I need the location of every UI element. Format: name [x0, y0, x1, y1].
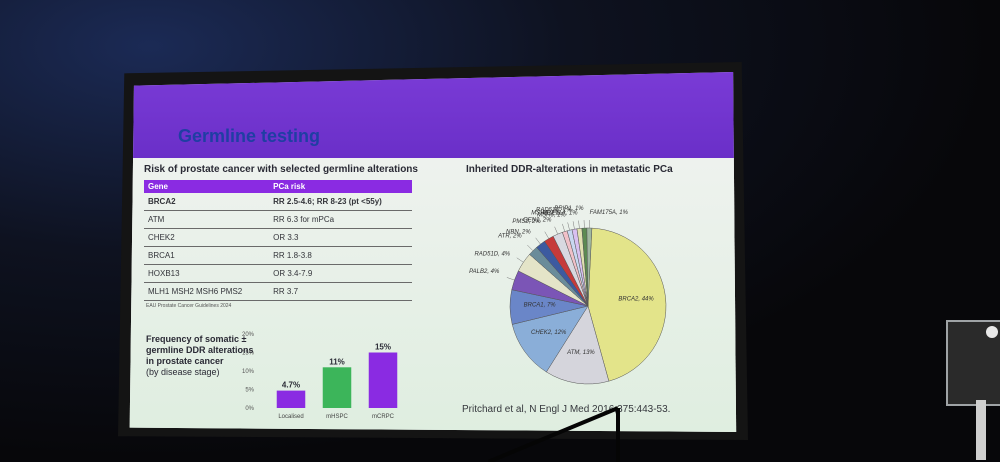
frequency-title-text: Frequency of somatic ± germline DDR alte…	[146, 334, 254, 366]
pie-slice-label: BRCA2, 44%	[618, 297, 654, 303]
ddr-frequency-bar-chart: 0% 5% 10% 15% 20% 4.7% Localised 11% mHSPC 15% mCR…	[242, 332, 398, 420]
bar-data-label: 15%	[375, 343, 391, 352]
pie-slice-label: RAD51C, 1%	[536, 207, 572, 213]
table-cell-gene: HOXB13	[144, 264, 270, 283]
presentation-slide: Germline testing Risk of prostate cancer…	[129, 72, 737, 432]
table-source-note: EAU Prostate Cancer Guidelines 2024	[146, 303, 232, 309]
frequency-title: Frequency of somatic ± germline DDR alte…	[146, 334, 256, 378]
slide-header-band	[129, 72, 737, 158]
pie-leader-line	[516, 257, 524, 263]
bar	[322, 367, 352, 408]
pie-slice-label: PALB2, 4%	[469, 269, 500, 275]
table-cell-risk: RR 2.5-4.6; RR 8-23 (pt <55y)	[269, 193, 412, 211]
table-row: CHEK2 OR 3.3	[144, 228, 412, 247]
risk-table: Gene PCa risk BRCA2 RR 2.5-4.6; RR 8-23 …	[144, 180, 412, 301]
ddr-pie-chart: BRCA2, 44% ATM, 13% CHEK2, 12% BRCA1, 7% PAL…	[469, 206, 667, 385]
table-cell-risk: RR 3.7	[269, 282, 412, 301]
table-cell-risk: OR 3.3	[269, 228, 412, 247]
pie-leader-line	[535, 237, 541, 245]
pie-leader-line	[567, 222, 570, 231]
table-cell-gene: MLH1 MSH2 MSH6 PMS2	[144, 282, 270, 301]
x-category-label: Localised	[278, 414, 303, 420]
pie-leader-line	[572, 221, 575, 230]
bar	[276, 390, 306, 408]
pie-slice-label: MSH6, 1%	[537, 213, 566, 219]
table-row: BRCA1 RR 1.8-3.8	[144, 246, 412, 265]
table-header-row: Gene PCa risk	[144, 180, 412, 193]
pie-slice	[511, 305, 589, 373]
pie-slice	[546, 305, 610, 385]
laser-pointer-stand	[488, 406, 620, 462]
pie-title: Inherited DDR-alterations in metastatic …	[466, 164, 673, 175]
table-cell-risk: OR 3.4-7.9	[269, 264, 412, 283]
pie-slice-label: ATM, 13%	[566, 350, 595, 356]
frequency-subtitle: (by disease stage)	[146, 367, 220, 377]
pie-slice-label: BRIP1, 1%	[554, 206, 584, 212]
y-tick-label: 0%	[245, 406, 254, 412]
pie-leader-line	[544, 231, 549, 239]
pie-slice-label: NBN, 2%	[506, 229, 531, 235]
pie-slice	[586, 227, 593, 307]
table-header-risk: PCa risk	[269, 180, 412, 193]
y-tick-label: 20%	[242, 332, 255, 338]
slide-title: Germline testing	[178, 126, 321, 146]
monitor-stand	[976, 400, 986, 460]
citation-text: Pritchard et al, N Engl J Med 2016;375:4…	[462, 404, 671, 415]
table-row: MLH1 MSH2 MSH6 PMS2 RR 3.7	[144, 282, 412, 301]
pie-slice	[587, 227, 667, 382]
bar-data-label: 4.7%	[282, 381, 300, 390]
pie-slice-label: PMS2, 2%	[512, 219, 541, 225]
x-category-label: mCRPC	[372, 414, 395, 420]
pie-leader-line	[527, 244, 534, 251]
bar-data-label: 11%	[329, 357, 345, 366]
bar	[368, 352, 398, 408]
x-category-label: mHSPC	[326, 414, 348, 420]
table-cell-gene: BRCA2	[144, 193, 270, 211]
table-header-gene: Gene	[144, 180, 270, 193]
monitor-logo	[986, 326, 998, 338]
table-row: BRCA2 RR 2.5-4.6; RR 8-23 (pt <55y)	[144, 193, 412, 211]
pie-leader-line	[562, 223, 565, 232]
table-row: ATM RR 6.3 for mPCa	[144, 210, 412, 229]
pie-leader-line	[506, 277, 515, 281]
pie-leader-line	[578, 220, 580, 229]
table-cell-gene: BRCA1	[144, 246, 270, 265]
pie-slice-label: ATR, 2%	[497, 233, 522, 239]
pie-slice-label: MSH2, 1%	[531, 210, 560, 216]
y-tick-label: 5%	[245, 388, 254, 394]
y-tick-label: 10%	[242, 369, 255, 375]
table-cell-risk: RR 1.8-3.8	[269, 246, 412, 265]
pie-slice-label: GEN1, 2%	[523, 217, 552, 223]
table-cell-gene: ATM	[144, 210, 270, 229]
table-title: Risk of prostate cancer with selected ge…	[144, 164, 418, 175]
y-tick-label: 15%	[242, 351, 255, 357]
pie-slice-label: MRE11A, 1%	[542, 211, 578, 217]
table-cell-risk: RR 6.3 for mPCa	[269, 210, 412, 229]
table-cell-gene: CHEK2	[144, 228, 270, 247]
pie-slice-label: RAD51D, 4%	[474, 251, 510, 257]
pie-slice-label: BRCA1, 7%	[524, 303, 557, 309]
pie-slice-label: FAM175A, 1%	[590, 210, 629, 216]
pie-slice-label: CHEK2, 12%	[531, 330, 567, 336]
pie-leader-line	[554, 226, 558, 235]
table-row: HOXB13 OR 3.4-7.9	[144, 264, 412, 283]
